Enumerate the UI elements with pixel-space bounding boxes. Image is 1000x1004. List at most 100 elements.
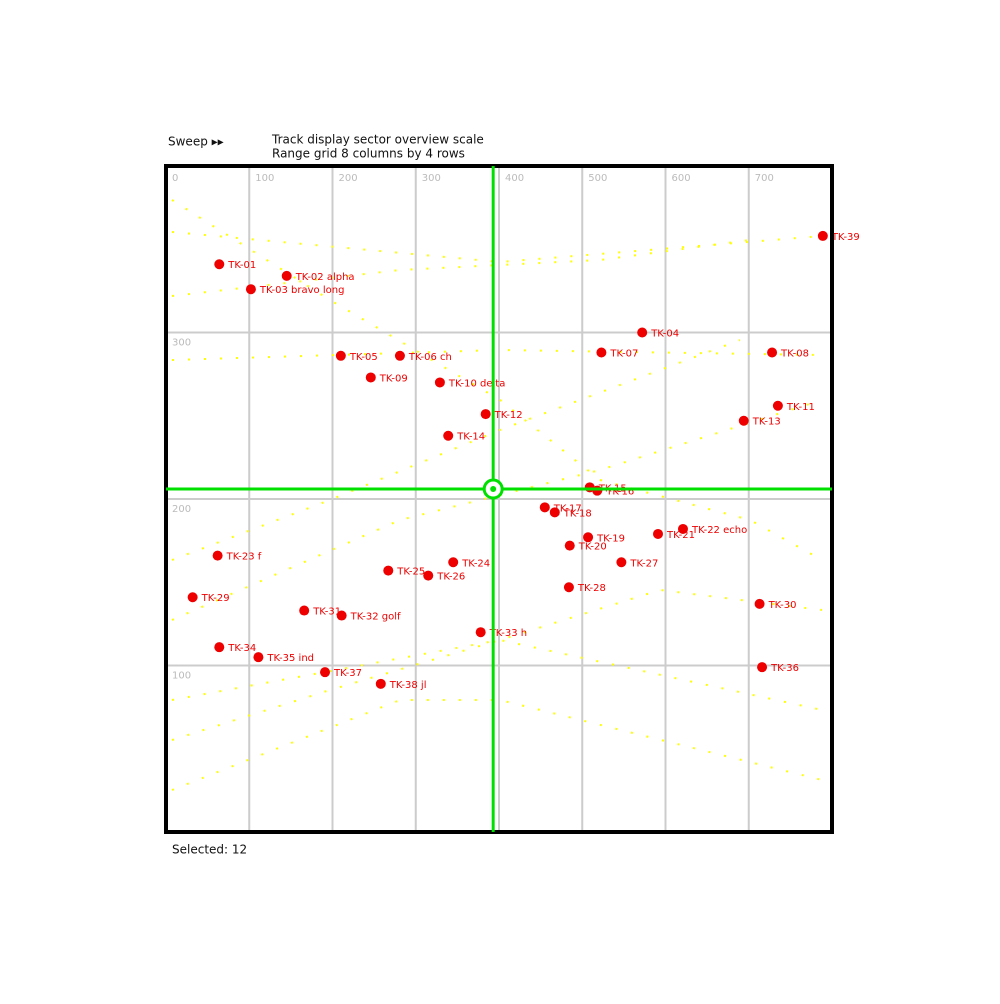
track-point xyxy=(480,409,491,420)
footer: Selected: 12 xyxy=(172,843,247,857)
track-label: TK-05 xyxy=(349,352,378,363)
track-label: TK-01 xyxy=(227,260,256,271)
x-tick-label: 0 xyxy=(172,173,178,184)
y-tick-label: 100 xyxy=(172,671,191,682)
track-point xyxy=(365,372,376,383)
track-label: TK-04 xyxy=(650,329,679,340)
track-point xyxy=(564,540,575,551)
y-tick-label: 300 xyxy=(172,338,191,349)
subtitle: Track display sector overview scale xyxy=(271,133,484,147)
track-label: TK-11 xyxy=(786,402,815,413)
track-label: TK-26 xyxy=(436,572,465,583)
trail xyxy=(171,231,823,264)
track-point xyxy=(320,667,331,678)
track-label: TK-36 xyxy=(770,663,799,674)
track-point xyxy=(253,652,264,663)
track-point xyxy=(677,523,688,534)
x-tick-label: 100 xyxy=(255,173,274,184)
track-point xyxy=(335,350,346,361)
track-point xyxy=(187,592,198,603)
track-point xyxy=(754,598,765,609)
track-point xyxy=(583,532,594,543)
track-point xyxy=(394,350,405,361)
track-point xyxy=(443,430,454,441)
track-label: TK-22 echo xyxy=(691,525,747,536)
track-label: TK-21 xyxy=(666,530,695,541)
track-label: TK-39 xyxy=(831,232,860,243)
trail xyxy=(171,638,823,711)
track-point xyxy=(245,284,256,295)
track-label: TK-08 xyxy=(780,348,809,359)
track-label: TK-35 ind xyxy=(266,653,314,664)
track-point xyxy=(616,557,627,568)
track-label: TK-18 xyxy=(563,508,592,519)
track-label: TK-30 xyxy=(768,600,797,611)
track-label: TK-25 xyxy=(396,567,425,578)
track-label: TK-34 xyxy=(227,643,256,654)
track-point xyxy=(637,327,648,338)
track-label: TK-06 ch xyxy=(408,352,452,363)
title: Sweep ▸▸ xyxy=(168,135,224,149)
track-point xyxy=(592,485,603,496)
track-label: TK-12 xyxy=(494,410,523,421)
track-point xyxy=(757,662,768,673)
track-point xyxy=(281,270,292,281)
track-label: TK-33 h xyxy=(489,628,527,639)
track-point xyxy=(434,377,445,388)
track-point xyxy=(772,400,783,411)
x-tick-label: 400 xyxy=(505,173,524,184)
y-tick-label: 200 xyxy=(172,504,191,515)
track-point xyxy=(214,259,225,270)
track-point xyxy=(299,605,310,616)
track-point xyxy=(423,570,434,581)
trail xyxy=(171,399,823,621)
track-point xyxy=(653,528,664,539)
track-label: TK-37 xyxy=(333,668,362,679)
track-point xyxy=(375,678,386,689)
track-label: TK-31 xyxy=(312,607,341,618)
trail xyxy=(171,699,823,791)
track-point xyxy=(448,557,459,568)
trail xyxy=(171,239,751,297)
track-label: TK-32 golf xyxy=(350,612,401,623)
track-label: TK-17 xyxy=(553,503,582,514)
subtitle: Range grid 8 columns by 4 rows xyxy=(272,147,465,161)
track-point xyxy=(336,610,347,621)
track-point xyxy=(596,347,607,358)
track-label: TK-07 xyxy=(609,348,638,359)
track-label: TK-10 delta xyxy=(448,378,505,389)
crosshair-center xyxy=(490,486,497,493)
track-label: TK-19 xyxy=(596,533,625,544)
track-label: TK-13 xyxy=(752,417,781,428)
x-tick-label: 600 xyxy=(672,173,691,184)
trail xyxy=(171,348,823,361)
track-label: TK-03 bravo long xyxy=(259,285,345,296)
track-label: TK-09 xyxy=(379,373,408,384)
track-point xyxy=(214,642,225,653)
track-point xyxy=(563,582,574,593)
track-point xyxy=(549,507,560,518)
x-tick-label: 500 xyxy=(588,173,607,184)
trail xyxy=(171,199,601,481)
track-point xyxy=(767,347,778,358)
x-tick-label: 700 xyxy=(755,173,774,184)
track-point xyxy=(475,627,486,638)
track-point xyxy=(738,415,749,426)
x-tick-label: 200 xyxy=(339,173,358,184)
track-label: TK-28 xyxy=(577,583,606,594)
trail xyxy=(171,339,741,561)
track-point xyxy=(817,230,828,241)
track-label: TK-23 f xyxy=(226,552,262,563)
track-label: TK-02 alpha xyxy=(295,272,355,283)
track-label: TK-14 xyxy=(456,432,485,443)
x-tick-label: 300 xyxy=(422,173,441,184)
track-label: TK-16 xyxy=(605,487,634,498)
track-point xyxy=(212,550,223,561)
track-label: TK-20 xyxy=(578,542,607,553)
track-label: TK-38 jl xyxy=(389,680,427,691)
track-point xyxy=(383,565,394,576)
track-label: TK-24 xyxy=(461,558,490,569)
track-point xyxy=(539,502,550,513)
